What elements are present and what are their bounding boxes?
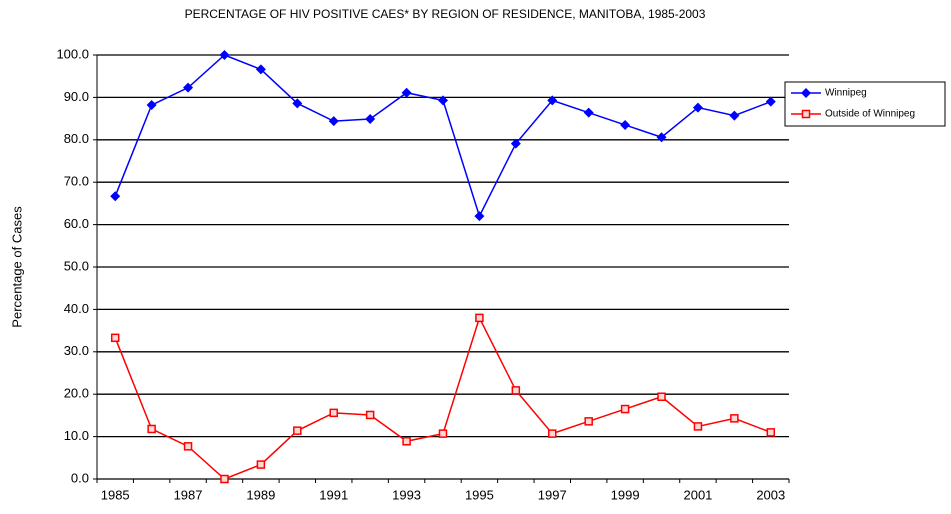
- data-point: [693, 422, 703, 431]
- data-point: [510, 138, 521, 149]
- y-tick-label: 30.0: [64, 343, 89, 358]
- y-tick-label: 40.0: [64, 301, 89, 316]
- y-tick-label: 10.0: [64, 428, 89, 443]
- data-point: [511, 386, 521, 395]
- x-tick-label: 1993: [392, 487, 421, 502]
- data-point: [147, 424, 156, 434]
- x-tick-label: 1997: [538, 487, 567, 502]
- data-point: [329, 408, 338, 418]
- series-line: [114, 54, 772, 219]
- x-tick-label: 1991: [319, 487, 348, 502]
- x-tick-label: 1999: [611, 487, 640, 502]
- data-point: [547, 95, 558, 106]
- data-point: [328, 116, 339, 127]
- data-point: [729, 110, 740, 121]
- y-tick-label: 80.0: [64, 131, 89, 146]
- data-point: [730, 414, 739, 423]
- data-point: [401, 87, 412, 98]
- data-point: [548, 429, 557, 438]
- data-point: [220, 474, 229, 484]
- data-point: [438, 95, 448, 106]
- legend-marker: [801, 109, 811, 119]
- y-tick-label: 70.0: [64, 174, 89, 189]
- x-tick-label: 1995: [465, 487, 494, 502]
- data-point: [402, 437, 411, 446]
- legend-label: Outside of Winnipeg: [825, 109, 915, 120]
- y-tick-label: 50.0: [64, 258, 89, 273]
- y-tick-label: 60.0: [64, 216, 89, 231]
- data-point: [692, 102, 703, 113]
- legend-box: [784, 81, 946, 127]
- data-point: [583, 107, 594, 118]
- x-tick-label: 2003: [756, 487, 785, 502]
- data-point: [656, 132, 667, 143]
- data-point: [765, 96, 776, 107]
- data-point: [766, 428, 776, 437]
- y-tick-label: 0.0: [71, 470, 89, 485]
- data-point: [584, 417, 593, 426]
- data-point: [183, 442, 193, 451]
- data-point: [256, 460, 266, 469]
- data-point: [183, 82, 194, 93]
- y-tick-label: 100.0: [56, 46, 89, 61]
- data-point: [365, 114, 376, 125]
- data-point: [438, 429, 448, 438]
- data-point: [657, 392, 666, 401]
- data-point: [110, 191, 121, 202]
- data-point: [292, 98, 303, 109]
- x-tick-label: 1989: [246, 487, 275, 502]
- data-point: [255, 64, 266, 75]
- x-tick-label: 1985: [101, 487, 130, 502]
- data-point: [293, 426, 302, 435]
- y-axis-label: Percentage of Cases: [9, 206, 24, 328]
- x-tick-label: 2001: [683, 487, 712, 502]
- x-tick-label: 1987: [174, 487, 203, 502]
- data-point: [219, 50, 230, 60]
- data-point: [620, 404, 630, 414]
- data-point: [474, 211, 485, 222]
- y-tick-label: 90.0: [64, 89, 89, 104]
- data-point: [620, 119, 631, 130]
- data-point: [475, 313, 484, 323]
- legend-marker: [801, 88, 811, 98]
- data-point: [146, 100, 157, 111]
- legend-label: Winnipeg: [825, 88, 867, 99]
- data-point: [365, 410, 375, 420]
- y-tick-label: 20.0: [64, 386, 89, 401]
- series-line: [114, 315, 772, 480]
- chart-title: PERCENTAGE OF HIV POSITIVE CAES* BY REGI…: [185, 7, 706, 21]
- data-point: [110, 333, 120, 343]
